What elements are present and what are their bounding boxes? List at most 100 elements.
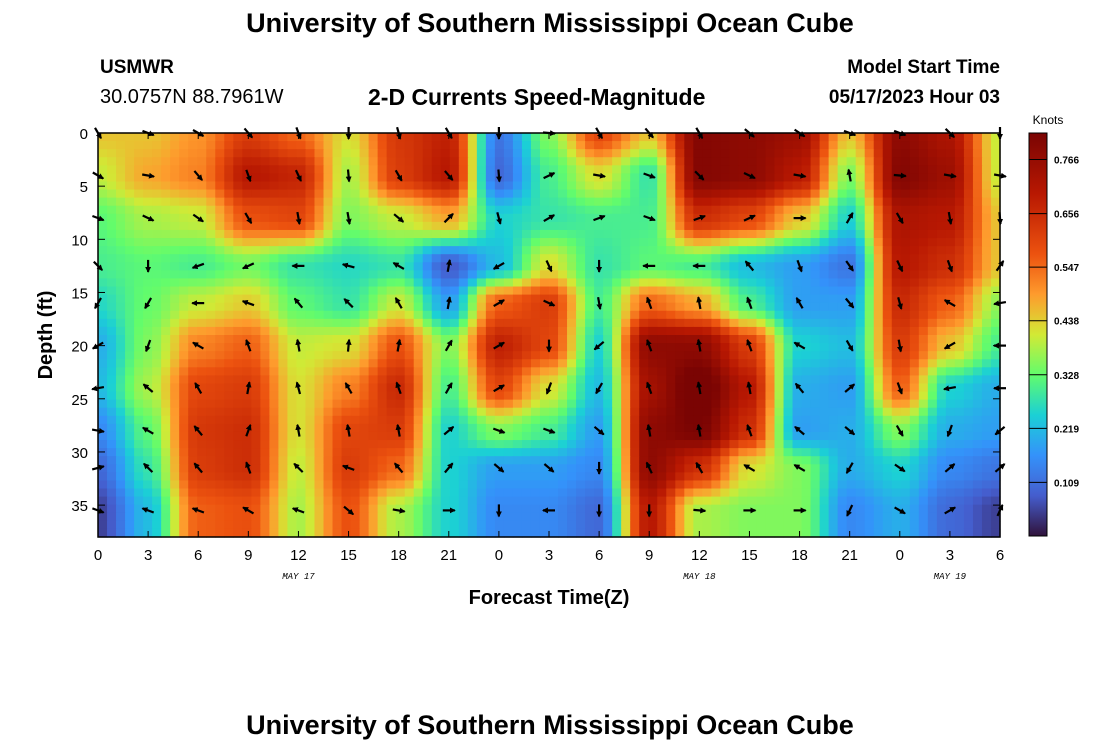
heatmap-cell [828,415,839,425]
heatmap-cell [801,149,812,158]
heatmap-cell [792,173,803,183]
heatmap-cell [170,504,180,514]
heatmap-cell [206,286,216,296]
heatmap-cell [287,335,298,344]
heatmap-cell [666,367,676,376]
heatmap-cell [512,415,523,425]
heatmap-cell [900,270,911,280]
heatmap-cell [404,359,415,368]
heatmap-cell [269,448,279,457]
heatmap-cell [467,189,478,199]
heatmap-cell [900,431,911,441]
heatmap-cell [521,213,532,223]
heatmap-cell [693,246,703,255]
heatmap-cell [864,141,875,150]
heatmap-cell [323,189,334,199]
heatmap-cell [621,318,631,328]
heatmap-cell [738,431,749,441]
heatmap-cell [657,205,667,215]
heatmap-cell [503,165,514,174]
heatmap-cell [936,262,947,271]
heatmap-cell [476,318,487,328]
heatmap-cell [702,318,712,328]
heatmap-cell [458,512,469,522]
heatmap-cell [900,294,911,304]
heatmap-cell [368,189,379,199]
heatmap-cell [413,205,424,215]
heatmap-cell [738,448,749,457]
heatmap-cell [576,157,586,166]
heatmap-cell [161,431,171,441]
heatmap-cell [864,456,875,465]
heatmap-cell [774,262,785,271]
heatmap-cell [170,480,180,490]
heatmap-cell [494,254,505,263]
heatmap-cell [657,221,667,231]
heatmap-cell [512,399,523,409]
heatmap-cell [539,472,550,482]
heatmap-cell [963,423,974,433]
heatmap-cell [431,480,442,490]
heatmap-cell [774,189,785,199]
heatmap-cell [612,262,622,271]
heatmap-cell [152,246,162,255]
heatmap-cell [603,213,613,223]
heatmap-cell [359,254,370,263]
heatmap-cell [485,302,496,312]
heatmap-cell [485,407,496,417]
heatmap-cell [440,431,451,441]
heatmap-cell [927,480,938,490]
heatmap-cell [657,229,667,239]
heatmap-cell [774,165,785,174]
heatmap-cell [404,448,415,457]
heatmap-cell [837,488,848,498]
heatmap-cell [170,246,180,255]
heatmap-cell [549,472,559,482]
heatmap-cell [188,173,198,183]
heatmap-cell [530,415,541,425]
heatmap-cell [125,351,135,360]
heatmap-cell [684,133,694,142]
heatmap-cell [458,456,469,465]
heatmap-cell [828,375,839,385]
heatmap-cell [458,520,469,530]
heatmap-cell [765,391,776,401]
heatmap-cell [251,278,261,288]
heatmap-cell [314,189,325,199]
heatmap-cell [567,181,577,191]
heatmap-cell [792,181,803,191]
heatmap-cell [621,351,631,360]
heatmap-cell [422,318,433,328]
heatmap-cell [233,221,243,231]
heatmap-cell [287,246,298,255]
heatmap-cell [882,375,893,385]
heatmap-cell [431,165,442,174]
heatmap-cell [152,165,162,174]
heatmap-cell [621,229,631,239]
heatmap-cell [666,423,676,433]
heatmap-cell [576,359,586,368]
heatmap-cell [882,367,893,376]
heatmap-cell [801,229,812,239]
heatmap-cell [449,512,460,522]
heatmap-cell [621,310,631,320]
heatmap-cell [639,431,649,441]
heatmap-cell [558,351,568,360]
heatmap-cell [224,213,234,223]
heatmap-cell [702,141,712,150]
heatmap-cell [963,205,974,215]
heatmap-cell [233,456,243,465]
heatmap-cell [377,496,388,506]
heatmap-cell [738,464,749,473]
heatmap-cell [458,229,469,239]
heatmap-cell [855,238,866,247]
heatmap-cell [945,367,956,376]
heatmap-cell [287,270,298,280]
heatmap-cell [431,415,442,425]
heatmap-cell [882,464,893,473]
heatmap-cell [152,221,162,231]
heatmap-cell [179,440,189,449]
heatmap-cell [873,351,884,360]
heatmap-cell [386,367,397,376]
